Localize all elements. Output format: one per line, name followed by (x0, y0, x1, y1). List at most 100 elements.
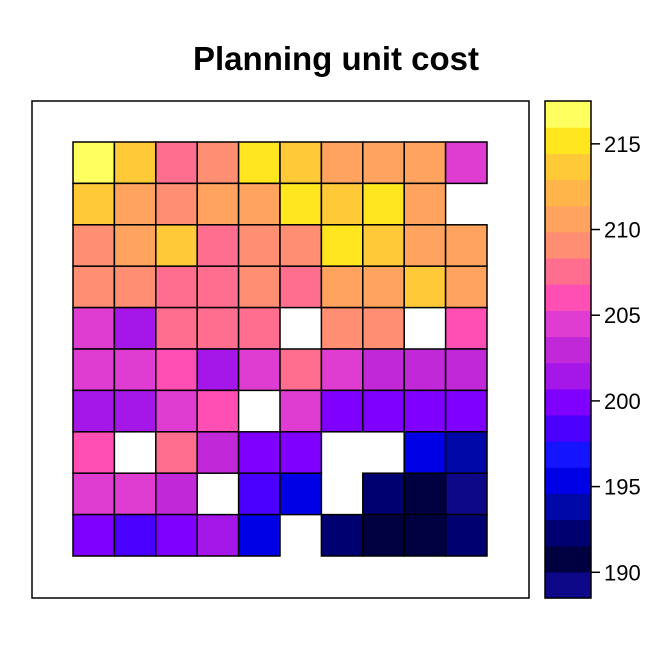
colorbar-band (545, 414, 591, 442)
heatmap-cell (72, 306, 116, 350)
colorbar-tick-label: 190 (604, 560, 641, 585)
colorbar-band (545, 362, 591, 390)
heatmap-cell (196, 431, 240, 474)
heatmap-cell (362, 265, 405, 309)
colorbar-band (545, 101, 591, 128)
colorbar-band (545, 231, 591, 259)
colorbar-band (545, 284, 591, 311)
heatmap-cell (72, 431, 116, 474)
heatmap-cell (279, 389, 323, 433)
colorbar-tick-label: 215 (604, 132, 641, 157)
heatmap-cell (403, 182, 447, 226)
heatmap-cell (72, 472, 116, 516)
heatmap-cell (320, 224, 364, 267)
heatmap-cell (444, 389, 488, 433)
heatmap-cell (113, 513, 157, 557)
heatmap-cell (155, 182, 198, 226)
heatmap-cell (403, 431, 447, 474)
heatmap-cell (155, 141, 198, 185)
heatmap-cell (403, 348, 447, 392)
heatmap-cell (320, 141, 364, 185)
colorbar-tick-label: 195 (604, 475, 641, 500)
colorbar-band (545, 205, 591, 233)
plot-frame (31, 100, 530, 599)
heatmap-cell (444, 224, 488, 267)
heatmap-cell (72, 265, 116, 309)
heatmap-cell (444, 141, 488, 185)
heatmap-cell (403, 472, 447, 516)
heatmap-cell (237, 348, 281, 392)
heatmap-cell (279, 182, 323, 226)
heatmap-cell (155, 513, 198, 557)
heatmap-cell (444, 472, 488, 516)
heatmap-cell (196, 348, 240, 392)
heatmap-cell (155, 472, 198, 516)
heatmap-cell (279, 348, 323, 392)
heatmap-cell (362, 224, 405, 267)
heatmap-cell (72, 141, 116, 185)
heatmap-cell (113, 306, 157, 350)
heatmap-cell (72, 348, 116, 392)
heatmap-cell (196, 265, 240, 309)
heatmap-cell (320, 265, 364, 309)
heatmap-cell (196, 182, 240, 226)
heatmap-cell (196, 306, 240, 350)
heatmap-cell (196, 224, 240, 267)
heatmap-cell (279, 265, 323, 309)
heatmap-cell (237, 306, 281, 350)
heatmap-cell (237, 224, 281, 267)
heatmap-cell (279, 472, 323, 516)
heatmap-cell (279, 431, 323, 474)
heatmap-cell (237, 265, 281, 309)
colorbar-band (545, 519, 591, 547)
heatmap-cell (113, 224, 157, 267)
heatmap-cell (403, 513, 447, 557)
colorbar: 190 195 200 205 210 215 (544, 100, 641, 599)
heatmap-cell (444, 431, 488, 474)
colorbar-band (545, 388, 591, 416)
heatmap-cell (362, 513, 405, 557)
heatmap-cell (403, 265, 447, 309)
heatmap-cells (72, 141, 488, 557)
heatmap-cell (196, 141, 240, 185)
heatmap-cell (403, 389, 447, 433)
colorbar-band (545, 493, 591, 521)
heatmap-cell (113, 182, 157, 226)
heatmap-cell (444, 513, 488, 557)
colorbar-tick-label: 200 (604, 389, 641, 414)
heatmap-cell (362, 389, 405, 433)
colorbar-band (545, 179, 591, 207)
colorbar-tick-label: 210 (604, 218, 641, 243)
colorbar-frame (544, 100, 592, 599)
heatmap-cell (155, 265, 198, 309)
heatmap-cell (113, 265, 157, 309)
heatmap-cell (113, 472, 157, 516)
heatmap-cell (155, 224, 198, 267)
heatmap-cell (72, 224, 116, 267)
heatmap-cell (72, 513, 116, 557)
heatmap-cell (444, 265, 488, 309)
heatmap-cell (113, 389, 157, 433)
heatmap-cell (113, 141, 157, 185)
heatmap-cell (196, 389, 240, 433)
heatmap-cell (362, 472, 405, 516)
heatmap-cell (320, 182, 364, 226)
colorbar-band (545, 153, 591, 181)
heatmap-cell (362, 141, 405, 185)
heatmap-cell (196, 513, 240, 557)
heatmap-cell (279, 141, 323, 185)
heatmap-cell (320, 348, 364, 392)
heatmap-cell (403, 141, 447, 185)
heatmap-cell (72, 182, 116, 226)
heatmap-cell (403, 224, 447, 267)
heatmap-cell (155, 306, 198, 350)
colorbar-band (545, 310, 591, 338)
heatmap-cell (279, 224, 323, 267)
heatmap-cell (113, 348, 157, 392)
heatmap-cell (237, 182, 281, 226)
colorbar-band (545, 257, 591, 285)
heatmap-cell (362, 182, 405, 226)
heatmap-cell (237, 472, 281, 516)
heatmap-cell (320, 389, 364, 433)
